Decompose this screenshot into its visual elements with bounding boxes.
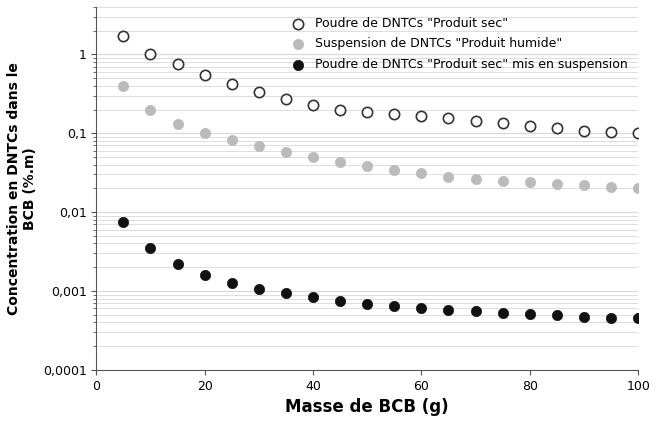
Poudre de DNTCs "Produit sec" mis en suspension	[470, 308, 481, 315]
Poudre de DNTCs "Produit sec"	[443, 115, 454, 122]
Poudre de DNTCs "Produit sec"	[335, 106, 346, 113]
Poudre de DNTCs "Produit sec" mis en suspension	[254, 286, 264, 293]
Suspension de DNTCs "Produit humide"	[416, 170, 426, 177]
Poudre de DNTCs "Produit sec"	[579, 127, 589, 134]
Poudre de DNTCs "Produit sec"	[307, 102, 318, 108]
Poudre de DNTCs "Produit sec" mis en suspension	[227, 280, 237, 287]
Poudre de DNTCs "Produit sec" mis en suspension	[579, 313, 589, 320]
Poudre de DNTCs "Produit sec"	[524, 122, 535, 129]
Poudre de DNTCs "Produit sec" mis en suspension	[606, 314, 616, 321]
Suspension de DNTCs "Produit humide"	[443, 173, 454, 180]
Poudre de DNTCs "Produit sec"	[416, 113, 426, 119]
Poudre de DNTCs "Produit sec"	[227, 81, 237, 88]
Poudre de DNTCs "Produit sec"	[145, 51, 156, 58]
Poudre de DNTCs "Produit sec" mis en suspension	[145, 244, 156, 251]
Poudre de DNTCs "Produit sec" mis en suspension	[552, 312, 562, 319]
Suspension de DNTCs "Produit humide"	[552, 180, 562, 187]
Suspension de DNTCs "Produit humide"	[227, 136, 237, 143]
Suspension de DNTCs "Produit humide"	[524, 179, 535, 186]
Poudre de DNTCs "Produit sec"	[118, 33, 129, 40]
Poudre de DNTCs "Produit sec" mis en suspension	[416, 305, 426, 312]
Poudre de DNTCs "Produit sec" mis en suspension	[200, 272, 210, 278]
Poudre de DNTCs "Produit sec"	[281, 96, 291, 103]
X-axis label: Masse de BCB (g): Masse de BCB (g)	[285, 398, 449, 416]
Suspension de DNTCs "Produit humide"	[389, 167, 399, 173]
Suspension de DNTCs "Produit humide"	[145, 106, 156, 113]
Suspension de DNTCs "Produit humide"	[470, 176, 481, 183]
Y-axis label: Concentration en DNTCs dans le
BCB (%.m): Concentration en DNTCs dans le BCB (%.m)	[7, 62, 37, 315]
Poudre de DNTCs "Produit sec"	[497, 120, 508, 126]
Poudre de DNTCs "Produit sec" mis en suspension	[335, 298, 346, 305]
Poudre de DNTCs "Produit sec" mis en suspension	[362, 301, 373, 308]
Poudre de DNTCs "Produit sec" mis en suspension	[281, 290, 291, 297]
Poudre de DNTCs "Produit sec"	[172, 61, 183, 68]
Poudre de DNTCs "Produit sec" mis en suspension	[524, 310, 535, 317]
Poudre de DNTCs "Produit sec" mis en suspension	[443, 307, 454, 313]
Suspension de DNTCs "Produit humide"	[307, 154, 318, 160]
Poudre de DNTCs "Produit sec"	[254, 89, 264, 96]
Poudre de DNTCs "Produit sec"	[633, 130, 643, 137]
Poudre de DNTCs "Produit sec" mis en suspension	[118, 219, 129, 225]
Suspension de DNTCs "Produit humide"	[606, 183, 616, 190]
Suspension de DNTCs "Produit humide"	[579, 182, 589, 189]
Poudre de DNTCs "Produit sec" mis en suspension	[497, 309, 508, 316]
Poudre de DNTCs "Produit sec" mis en suspension	[307, 294, 318, 301]
Poudre de DNTCs "Produit sec"	[606, 129, 616, 136]
Suspension de DNTCs "Produit humide"	[497, 177, 508, 184]
Suspension de DNTCs "Produit humide"	[281, 148, 291, 155]
Suspension de DNTCs "Produit humide"	[172, 121, 183, 128]
Suspension de DNTCs "Produit humide"	[118, 82, 129, 89]
Poudre de DNTCs "Produit sec"	[470, 117, 481, 124]
Poudre de DNTCs "Produit sec"	[389, 111, 399, 118]
Poudre de DNTCs "Produit sec"	[200, 71, 210, 78]
Suspension de DNTCs "Produit humide"	[633, 185, 643, 192]
Poudre de DNTCs "Produit sec"	[362, 109, 373, 115]
Poudre de DNTCs "Produit sec" mis en suspension	[172, 261, 183, 267]
Suspension de DNTCs "Produit humide"	[254, 143, 264, 150]
Poudre de DNTCs "Produit sec" mis en suspension	[389, 303, 399, 310]
Suspension de DNTCs "Produit humide"	[335, 159, 346, 165]
Poudre de DNTCs "Produit sec"	[552, 125, 562, 132]
Suspension de DNTCs "Produit humide"	[362, 163, 373, 170]
Legend: Poudre de DNTCs "Produit sec", Suspension de DNTCs "Produit humide", Poudre de D: Poudre de DNTCs "Produit sec", Suspensio…	[282, 13, 632, 75]
Suspension de DNTCs "Produit humide"	[200, 130, 210, 137]
Poudre de DNTCs "Produit sec" mis en suspension	[633, 315, 643, 321]
